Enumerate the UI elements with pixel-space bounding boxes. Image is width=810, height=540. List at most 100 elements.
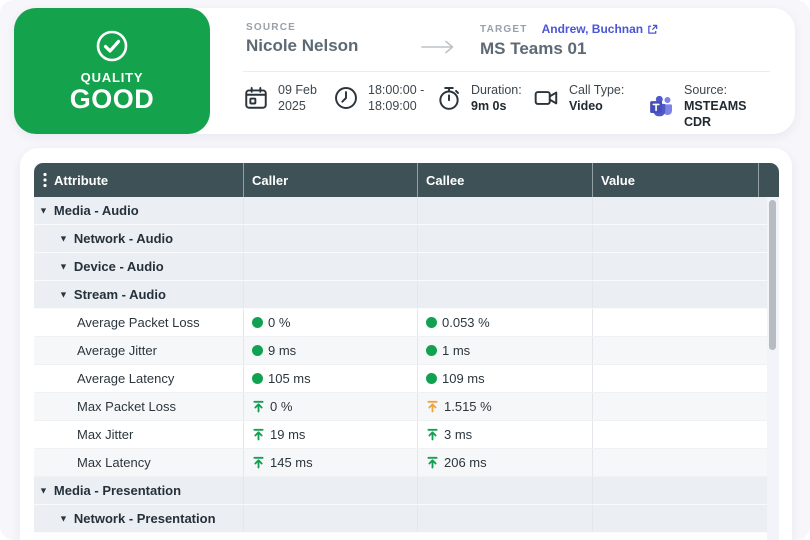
attribute-label: Max Jitter	[77, 427, 134, 442]
value-cell	[593, 253, 767, 280]
value-cell	[593, 365, 767, 392]
source-block: SOURCE Nicole Nelson	[246, 22, 396, 56]
quality-value: GOOD	[69, 83, 155, 114]
column-header-label: Callee	[426, 172, 465, 188]
attribute-label: Average Jitter	[77, 343, 157, 358]
call-source-label: Source:	[684, 83, 728, 97]
quality-label: QUALITY	[80, 69, 144, 85]
collapse-caret-icon[interactable]: ▼	[59, 289, 68, 299]
call-source: Source: MSTEAMS CDR	[648, 82, 771, 130]
table-row[interactable]: ▼ Stream - Audio	[34, 281, 767, 309]
status-dot-icon	[426, 373, 437, 384]
collapse-caret-icon[interactable]: ▼	[59, 513, 68, 523]
check-circle-icon	[94, 28, 130, 64]
target-label: TARGET	[480, 23, 528, 35]
source-to-target-arrow-icon	[396, 22, 480, 54]
call-time-line2: 18:09:00	[368, 99, 417, 113]
value-cell	[593, 505, 767, 532]
column-header-label: Caller	[252, 172, 289, 188]
collapse-caret-icon[interactable]: ▼	[39, 485, 48, 495]
table-row[interactable]: ▼ Media - Presentation	[34, 477, 767, 505]
caller-cell	[244, 281, 418, 308]
source-name: Nicole Nelson	[246, 36, 359, 55]
caller-cell: 19 ms	[244, 421, 418, 448]
call-type-label: Call Type:	[569, 83, 625, 97]
value-cell	[593, 225, 767, 252]
attribute-label: Media - Audio	[53, 203, 139, 218]
attribute-label: Max Latency	[77, 455, 151, 470]
metric-value: 19 ms	[270, 427, 306, 442]
header-divider	[243, 71, 770, 72]
call-date-line2: 2025	[278, 99, 306, 113]
column-header-caller[interactable]: Caller	[244, 163, 418, 197]
table-body: ▼ Media - Audio ▼ Network - Audio ▼ Device - …	[34, 197, 767, 540]
collapse-caret-icon[interactable]: ▼	[59, 261, 68, 271]
caller-cell	[244, 505, 418, 532]
call-summary-content: SOURCE Nicole Nelson TARGET Andrew, Buch…	[210, 8, 795, 134]
value-cell	[593, 281, 767, 308]
metric-value: 0.053 %	[442, 315, 490, 330]
metric-value: 109 ms	[442, 371, 485, 386]
clock-icon	[333, 85, 359, 111]
table-row: Average Jitter 9 ms 1 ms	[34, 337, 767, 365]
target-block: TARGET Andrew, Buchnan MS Teams 01	[480, 22, 658, 59]
column-header-callee[interactable]: Callee	[418, 163, 593, 197]
call-type-value: Video	[569, 99, 603, 113]
call-time-line1: 18:00:00 -	[368, 83, 425, 97]
value-cell	[593, 393, 767, 420]
table-row-partial	[34, 533, 767, 540]
attribute-label: Media - Presentation	[53, 483, 182, 498]
table-row[interactable]: ▼ Media - Audio	[34, 197, 767, 225]
caller-cell	[244, 477, 418, 504]
table-row: Average Packet Loss 0 % 0.053 %	[34, 309, 767, 337]
column-header-label: Value	[601, 172, 635, 188]
attribute-label: Network - Audio	[73, 231, 174, 246]
collapse-caret-icon[interactable]: ▼	[39, 205, 48, 215]
max-arrow-icon	[253, 400, 264, 413]
column-header-attribute[interactable]: Attribute	[34, 163, 244, 197]
external-link-icon	[647, 24, 658, 35]
drag-handle-icon[interactable]	[43, 172, 47, 188]
table-row[interactable]: ▼ Device - Audio	[34, 253, 767, 281]
table-header-row: Attribute Caller Callee Value	[34, 163, 779, 197]
target-name: MS Teams 01	[480, 39, 587, 58]
caller-cell: 9 ms	[244, 337, 418, 364]
table-row[interactable]: ▼ Network - Audio	[34, 225, 767, 253]
call-summary-card: QUALITY GOOD SOURCE Nicole Nelson TARGET	[14, 8, 795, 134]
caller-cell	[244, 225, 418, 252]
table-scrollbar-thumb[interactable]	[769, 200, 776, 350]
table-scrollbar[interactable]	[767, 197, 779, 540]
callee-cell: 109 ms	[418, 365, 593, 392]
callee-cell	[418, 225, 593, 252]
status-dot-icon	[252, 317, 263, 328]
value-cell	[593, 197, 767, 224]
calendar-icon	[243, 85, 269, 111]
max-arrow-icon	[253, 456, 264, 469]
column-header-value[interactable]: Value	[593, 163, 759, 197]
value-cell	[593, 449, 767, 476]
callee-cell: 1.515 %	[418, 393, 593, 420]
target-link-text: Andrew, Buchnan	[541, 22, 644, 36]
attribute-label: Average Latency	[77, 371, 175, 386]
video-icon	[533, 85, 560, 111]
target-user-link[interactable]: Andrew, Buchnan	[542, 22, 659, 36]
metric-value: 105 ms	[268, 371, 311, 386]
table-row[interactable]: ▼ Network - Presentation	[34, 505, 767, 533]
column-header-corner	[759, 163, 779, 197]
max-arrow-icon	[427, 428, 438, 441]
metric-value: 1.515 %	[444, 399, 492, 414]
metric-value: 0 %	[270, 399, 293, 414]
metric-value: 206 ms	[444, 455, 487, 470]
quality-badge: QUALITY GOOD	[14, 8, 210, 134]
callee-cell: 1 ms	[418, 337, 593, 364]
metric-value: 0 %	[268, 315, 291, 330]
value-cell	[593, 337, 767, 364]
collapse-caret-icon[interactable]: ▼	[59, 233, 68, 243]
attribute-label: Network - Presentation	[73, 511, 216, 526]
call-duration-value: 9m 0s	[471, 99, 507, 113]
callee-cell	[418, 281, 593, 308]
table-row: Max Jitter 19 ms 3 ms	[34, 421, 767, 449]
callee-cell	[418, 253, 593, 280]
callee-cell	[418, 477, 593, 504]
value-cell	[593, 421, 767, 448]
